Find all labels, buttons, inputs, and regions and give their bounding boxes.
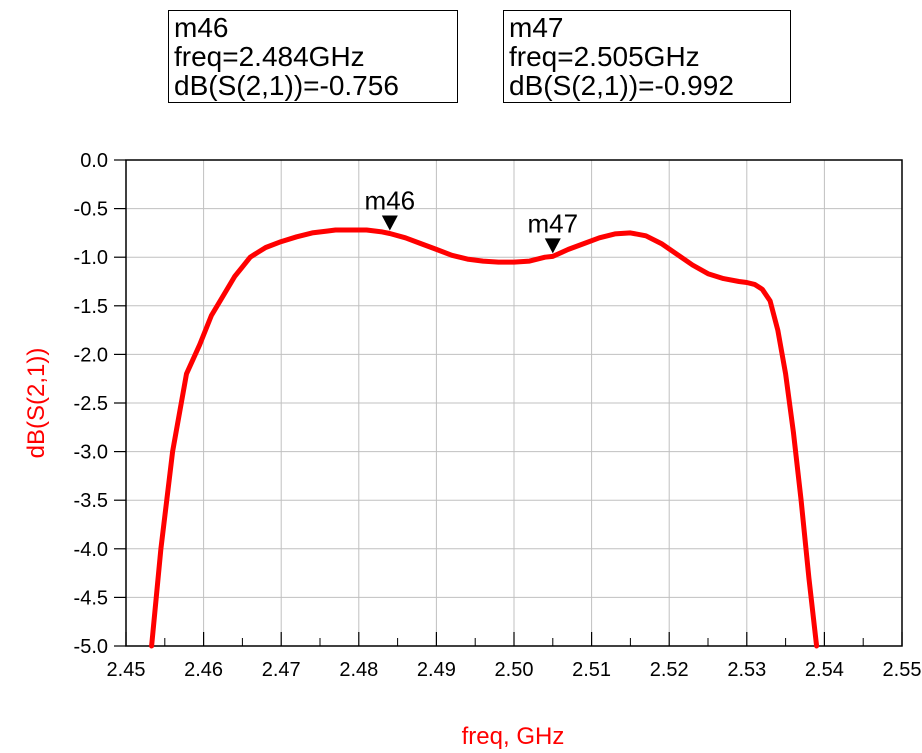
marker-freq: freq=2.484GHz (174, 41, 365, 72)
x-tick-label: 2.50 (495, 659, 534, 681)
x-tick-label: 2.49 (417, 659, 456, 681)
y-tick-label: -1.0 (74, 247, 108, 269)
s21-series-line (149, 227, 820, 649)
marker-readout-m46: m46 freq=2.484GHz dB(S(2,1))=-0.756 (168, 10, 458, 103)
marker-triangle (381, 215, 398, 231)
marker-name: m46 (174, 12, 229, 43)
x-axis-title: freq, GHz (462, 723, 565, 750)
x-tick-label: 2.47 (262, 659, 301, 681)
x-tick-label: 2.45 (107, 659, 146, 681)
marker-readout-m47: m47 freq=2.505GHz dB(S(2,1))=-0.992 (503, 10, 791, 103)
y-tick-label: -0.5 (74, 199, 108, 221)
y-tick-label: -1.5 (74, 296, 108, 318)
x-tick-label: 2.53 (727, 659, 766, 681)
y-axis-title: dB(S(2,1)) (23, 348, 50, 459)
marker-label: m47 (528, 208, 579, 238)
x-tick-label: 2.54 (805, 659, 844, 681)
marker-label: m46 (365, 185, 416, 215)
marker-triangle (544, 238, 561, 254)
marker-value: dB(S(2,1))=-0.992 (509, 70, 734, 101)
x-tick-label: 2.48 (339, 659, 378, 681)
axis-ticks (114, 159, 903, 647)
markers: m46 m47 (365, 185, 579, 254)
y-tick-label: -4.5 (74, 587, 108, 609)
y-tick-label: -4.0 (74, 539, 108, 561)
x-tick-label: 2.46 (184, 659, 223, 681)
y-tick-label: -2.0 (74, 344, 108, 366)
grid (126, 160, 902, 646)
x-tick-labels: 2.45 2.46 2.47 2.48 2.49 2.50 2.51 2.52 2.53 2.54… (107, 659, 922, 681)
marker-name: m47 (509, 12, 564, 43)
y-tick-label: -3.0 (74, 442, 108, 464)
y-tick-label: 0.0 (80, 150, 108, 172)
marker-freq: freq=2.505GHz (509, 41, 700, 72)
marker-value: dB(S(2,1))=-0.756 (174, 70, 399, 101)
y-tick-label: -5.0 (74, 636, 108, 658)
y-tick-labels: 0.0 -0.5 -1.0 -1.5 -2.0 -2.5 -3.0 -3.5 -4.0 -4.5 -… (74, 150, 108, 658)
x-tick-label: 2.51 (572, 659, 611, 681)
y-tick-label: -3.5 (74, 490, 108, 512)
x-tick-label: 2.52 (650, 659, 689, 681)
x-tick-label: 2.55 (883, 659, 922, 681)
y-tick-label: -2.5 (74, 393, 108, 415)
